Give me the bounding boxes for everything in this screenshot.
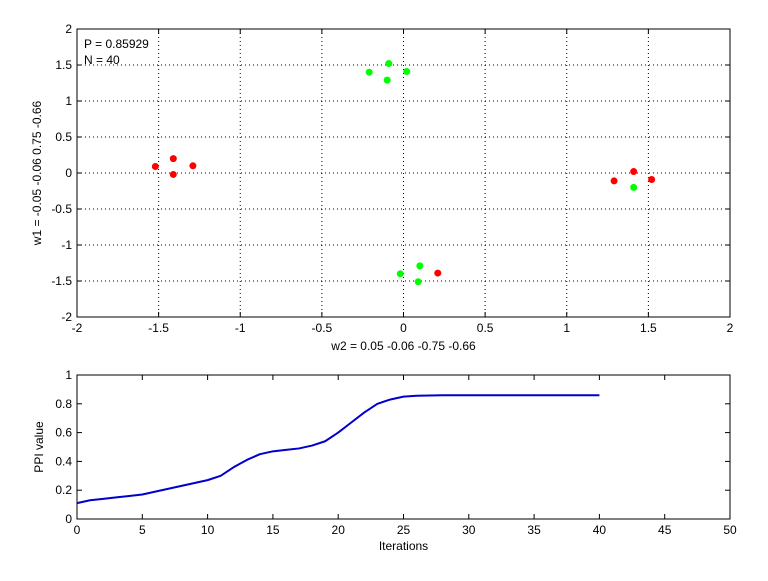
y-tick-label: 0.2 <box>55 483 72 497</box>
scatter-point <box>414 278 422 286</box>
y-tick-label: 0.5 <box>55 130 72 144</box>
scatter-plot: -2 -1.5 -1 -0.5 0 0.5 1 1.5 2 -2 -1.5 -1 -0.5 0 0.5 1 1.… <box>30 22 734 353</box>
x-tick-label: 10 <box>201 523 215 537</box>
x-tick-label: -1 <box>235 321 246 335</box>
scatter-point <box>416 262 424 270</box>
scatter-point <box>169 155 177 163</box>
scatter-point <box>169 170 177 178</box>
x-tick-label: 50 <box>723 523 737 537</box>
y-tick-label: -0.5 <box>51 202 72 216</box>
x-axis-label: Iterations <box>379 539 428 553</box>
y-tick-label: 2 <box>65 22 72 36</box>
scatter-point <box>151 163 159 171</box>
x-tick-label: 35 <box>527 523 541 537</box>
scatter-point <box>403 67 411 75</box>
y-tick-label: -2 <box>61 310 72 324</box>
x-tick-label: 2 <box>727 321 734 335</box>
x-tick-label: 45 <box>658 523 672 537</box>
annotation-text: P = 0.85929 <box>84 37 149 51</box>
x-tick-label: -2 <box>72 321 83 335</box>
x-tick-label: 15 <box>266 523 280 537</box>
plot-area-border <box>76 28 731 318</box>
y-axis-label: w1 = -0.05 -0.06 0.75 -0.66 <box>30 100 44 246</box>
scatter-point <box>396 270 404 278</box>
y-tick-label: -1 <box>61 238 72 252</box>
y-tick-label: 0.8 <box>55 397 72 411</box>
y-tick-label: 0.4 <box>55 454 72 468</box>
y-tick-label: 0.6 <box>55 426 72 440</box>
x-tick-label: 1.5 <box>640 321 657 335</box>
scatter-point <box>365 68 373 76</box>
plot-area-background <box>77 375 730 519</box>
y-tick-label: 0 <box>65 166 72 180</box>
x-tick-label: 0 <box>74 523 81 537</box>
x-tick-label: 0.5 <box>477 321 494 335</box>
y-tick-label: 1 <box>65 368 72 382</box>
x-tick-label: 20 <box>332 523 346 537</box>
x-tick-label: 0 <box>400 321 407 335</box>
x-tick-label: 40 <box>593 523 607 537</box>
y-tick-label: 1 <box>65 94 72 108</box>
x-tick-label: 30 <box>462 523 476 537</box>
plot-area-border <box>76 374 731 520</box>
scatter-point <box>434 269 442 277</box>
x-tick-label: 25 <box>397 523 411 537</box>
scatter-point <box>648 175 656 183</box>
ppi-line-plot: 0 5 10 15 20 25 30 35 40 45 50 0 0.2 0.4 0.6 0.8 1 Iterat… <box>32 368 737 553</box>
y-tick-label: 0 <box>65 512 72 526</box>
ppi-series-line <box>76 394 600 505</box>
x-axis-label: w2 = 0.05 -0.06 -0.75 -0.66 <box>330 339 476 353</box>
x-tick-label: 5 <box>139 523 146 537</box>
scatter-point <box>189 162 197 170</box>
y-axis-label: PPI value <box>32 421 46 473</box>
scatter-point <box>610 177 618 185</box>
scatter-point <box>383 76 391 84</box>
y-tick-label: -1.5 <box>51 274 72 288</box>
scatter-point <box>630 183 638 191</box>
x-tick-label: 1 <box>563 321 570 335</box>
scatter-point <box>385 60 393 68</box>
y-tick-label: 1.5 <box>55 58 72 72</box>
annotation-text: N = 40 <box>84 53 120 67</box>
scatter-point <box>630 168 638 176</box>
x-tick-label: -1.5 <box>148 321 169 335</box>
x-tick-label: -0.5 <box>312 321 333 335</box>
